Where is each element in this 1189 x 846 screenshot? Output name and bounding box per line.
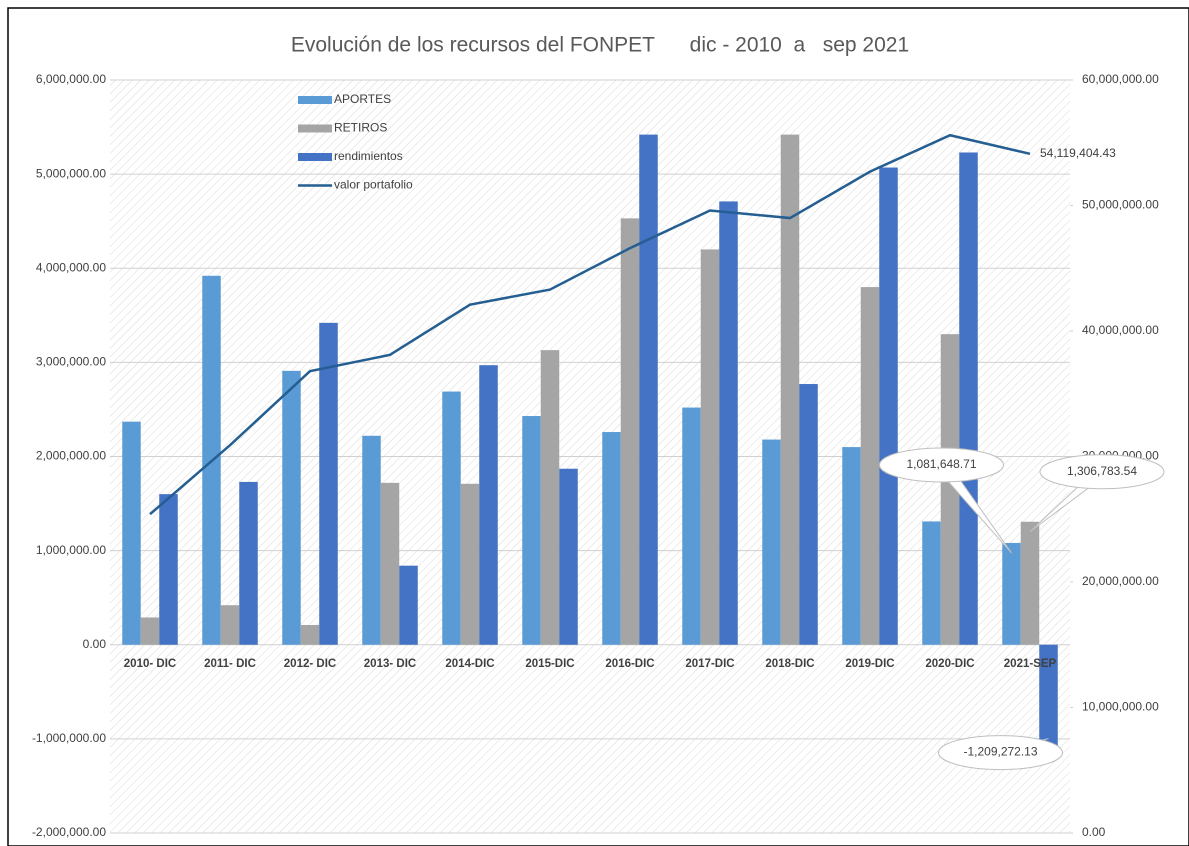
- data-label: 1,306,783.54: [1067, 464, 1137, 478]
- bar: [380, 482, 400, 645]
- x-tick-label: 2010- DIC: [124, 658, 176, 670]
- bar: [879, 167, 898, 645]
- bar: [620, 218, 640, 645]
- y-tick-label: 1,000,000.00: [36, 543, 106, 557]
- bar: [159, 494, 178, 645]
- bar: [442, 391, 461, 645]
- x-tick-label: 2020-DIC: [925, 658, 974, 670]
- x-tick-label: 2013- DIC: [364, 658, 416, 670]
- callout-pointer: [933, 464, 1012, 554]
- legend-label: valor portafolio: [334, 178, 413, 192]
- callout: [879, 447, 1004, 483]
- y2-tick-label: 40,000,000.00: [1082, 323, 1159, 337]
- y-tick-label: 6,000,000.00: [36, 72, 106, 86]
- legend-swatch: [298, 153, 332, 161]
- y-tick-label: 0.00: [83, 637, 107, 651]
- y-tick-label: 4,000,000.00: [36, 260, 106, 274]
- callout: [1039, 454, 1165, 490]
- y-tick-label: 2,000,000.00: [36, 449, 106, 463]
- bar: [220, 605, 240, 645]
- x-tick-label: 2016-DIC: [605, 658, 654, 670]
- bar: [842, 447, 861, 645]
- bar: [719, 201, 738, 645]
- bar: [479, 365, 498, 645]
- y-tick-label: -2,000,000.00: [32, 825, 106, 839]
- y-tick-label: -1,000,000.00: [32, 731, 106, 745]
- legend-swatch: [298, 96, 332, 104]
- bar: [922, 521, 941, 645]
- x-tick-label: 2021-SEP: [1004, 658, 1057, 670]
- y2-tick-label: 10,000,000.00: [1082, 700, 1159, 714]
- bar: [319, 322, 338, 645]
- y2-tick-label: 0.00: [1082, 825, 1106, 839]
- x-tick-label: 2019-DIC: [845, 658, 894, 670]
- bar: [799, 384, 818, 645]
- bar: [700, 249, 720, 645]
- bar: [639, 134, 658, 645]
- bar: [122, 421, 141, 645]
- bar: [959, 152, 978, 645]
- bar: [522, 416, 541, 645]
- bar: [1020, 521, 1040, 645]
- bar: [682, 407, 701, 645]
- x-tick-label: 2015-DIC: [525, 658, 574, 670]
- bar: [780, 134, 800, 645]
- bar: [602, 432, 621, 645]
- line: [149, 133, 1031, 516]
- bar: [540, 350, 560, 645]
- x-tick-label: 2017-DIC: [685, 658, 734, 670]
- x-tick-label: 2014-DIC: [445, 658, 494, 670]
- bar: [1039, 644, 1058, 759]
- data-label: 1,081,648.71: [906, 457, 976, 471]
- legend-label: RETIROS: [334, 121, 387, 135]
- x-tick-label: 2018-DIC: [765, 658, 814, 670]
- bar: [559, 468, 578, 645]
- bar: [460, 483, 480, 645]
- x-tick-label: 2012- DIC: [284, 658, 336, 670]
- bar: [362, 435, 381, 645]
- bar: [762, 439, 781, 645]
- y2-tick-label: 50,000,000.00: [1082, 198, 1159, 212]
- y2-tick-label: 20,000,000.00: [1082, 574, 1159, 588]
- callout: [938, 735, 1063, 771]
- data-label: 54,119,404.43: [1040, 146, 1116, 160]
- bar: [860, 287, 880, 645]
- y-tick-label: 3,000,000.00: [36, 355, 106, 369]
- chart-title: Evolución de los recursos del FONPET dic…: [291, 34, 909, 57]
- x-tick-label: 2011- DIC: [204, 658, 256, 670]
- bar: [300, 624, 320, 645]
- y-tick-label: 5,000,000.00: [36, 166, 106, 180]
- legend-swatch: [298, 124, 332, 133]
- bar: [399, 565, 418, 645]
- data-label: -1,209,272.13: [963, 745, 1037, 759]
- bar: [282, 370, 301, 645]
- bar: [239, 481, 258, 645]
- y2-tick-label: 60,000,000.00: [1082, 72, 1159, 86]
- bar: [1002, 542, 1021, 645]
- legend-label: APORTES: [334, 92, 391, 106]
- bar: [140, 617, 160, 645]
- bar: [940, 334, 960, 645]
- legend-label: rendimientos: [334, 149, 403, 163]
